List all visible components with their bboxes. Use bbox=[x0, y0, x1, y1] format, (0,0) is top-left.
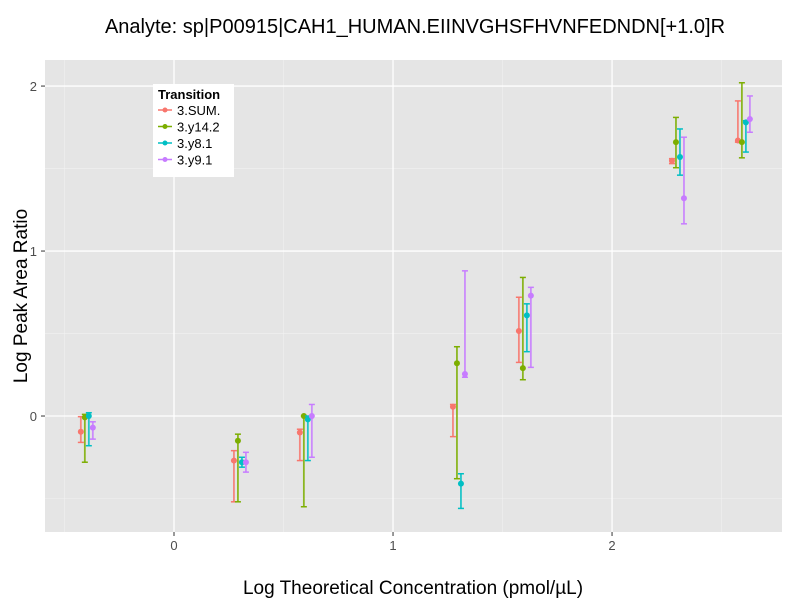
data-point bbox=[89, 424, 96, 431]
data-point bbox=[300, 413, 307, 420]
data-point bbox=[742, 119, 749, 126]
data-point bbox=[230, 457, 237, 464]
data-point bbox=[296, 429, 303, 436]
data-point bbox=[85, 413, 92, 420]
legend-label: 3.SUM. bbox=[177, 103, 220, 118]
x-axis-label: Log Theoretical Concentration (pmol/µL) bbox=[243, 578, 583, 599]
data-point bbox=[668, 157, 675, 164]
data-point bbox=[234, 437, 241, 444]
data-point bbox=[77, 428, 84, 435]
y-tick-label: 0 bbox=[30, 409, 37, 424]
axes: 0 1 2 0 1 2 bbox=[30, 79, 616, 553]
data-point bbox=[457, 480, 464, 487]
data-point bbox=[461, 370, 468, 377]
data-point bbox=[738, 139, 745, 146]
legend-key-point bbox=[162, 107, 168, 113]
data-point bbox=[680, 195, 687, 202]
data-point bbox=[304, 416, 311, 423]
data-point bbox=[308, 413, 315, 420]
data-point bbox=[746, 116, 753, 123]
legend-label: 3.y8.1 bbox=[177, 136, 212, 151]
data-point bbox=[242, 459, 249, 466]
legend-label: 3.y14.2 bbox=[177, 120, 220, 135]
data-point bbox=[449, 403, 456, 410]
series-3-y14-2 bbox=[81, 82, 745, 508]
y-tick-label: 2 bbox=[30, 79, 37, 94]
legend-label: 3.y9.1 bbox=[177, 153, 212, 168]
chart-title: Analyte: sp|P00915|CAH1_HUMAN.EIINVGHSFH… bbox=[105, 16, 725, 38]
series-3-sum- bbox=[77, 100, 741, 503]
x-tick-label: 0 bbox=[170, 538, 177, 553]
data-point bbox=[527, 292, 534, 299]
legend-key-point bbox=[162, 124, 168, 129]
legend-title: Transition bbox=[158, 87, 220, 102]
data-point bbox=[515, 328, 522, 335]
data-marks bbox=[77, 82, 753, 510]
x-tick-label: 2 bbox=[608, 538, 615, 553]
y-axis-label: Log Peak Area Ratio bbox=[11, 209, 32, 383]
data-point bbox=[672, 139, 679, 146]
data-point bbox=[519, 365, 526, 372]
series-3-y9-1 bbox=[89, 95, 753, 473]
legend-key-point bbox=[162, 140, 168, 146]
data-point bbox=[676, 154, 683, 161]
series-3-y8-1 bbox=[85, 119, 749, 510]
data-point bbox=[453, 360, 460, 367]
y-tick-label: 1 bbox=[30, 244, 37, 259]
legend-key-point bbox=[162, 157, 168, 162]
data-point bbox=[523, 312, 530, 319]
x-tick-label: 1 bbox=[389, 538, 396, 553]
legend: Transition 3.SUM. 3.y14.23.y8.1 3.y9.1 bbox=[153, 84, 234, 177]
